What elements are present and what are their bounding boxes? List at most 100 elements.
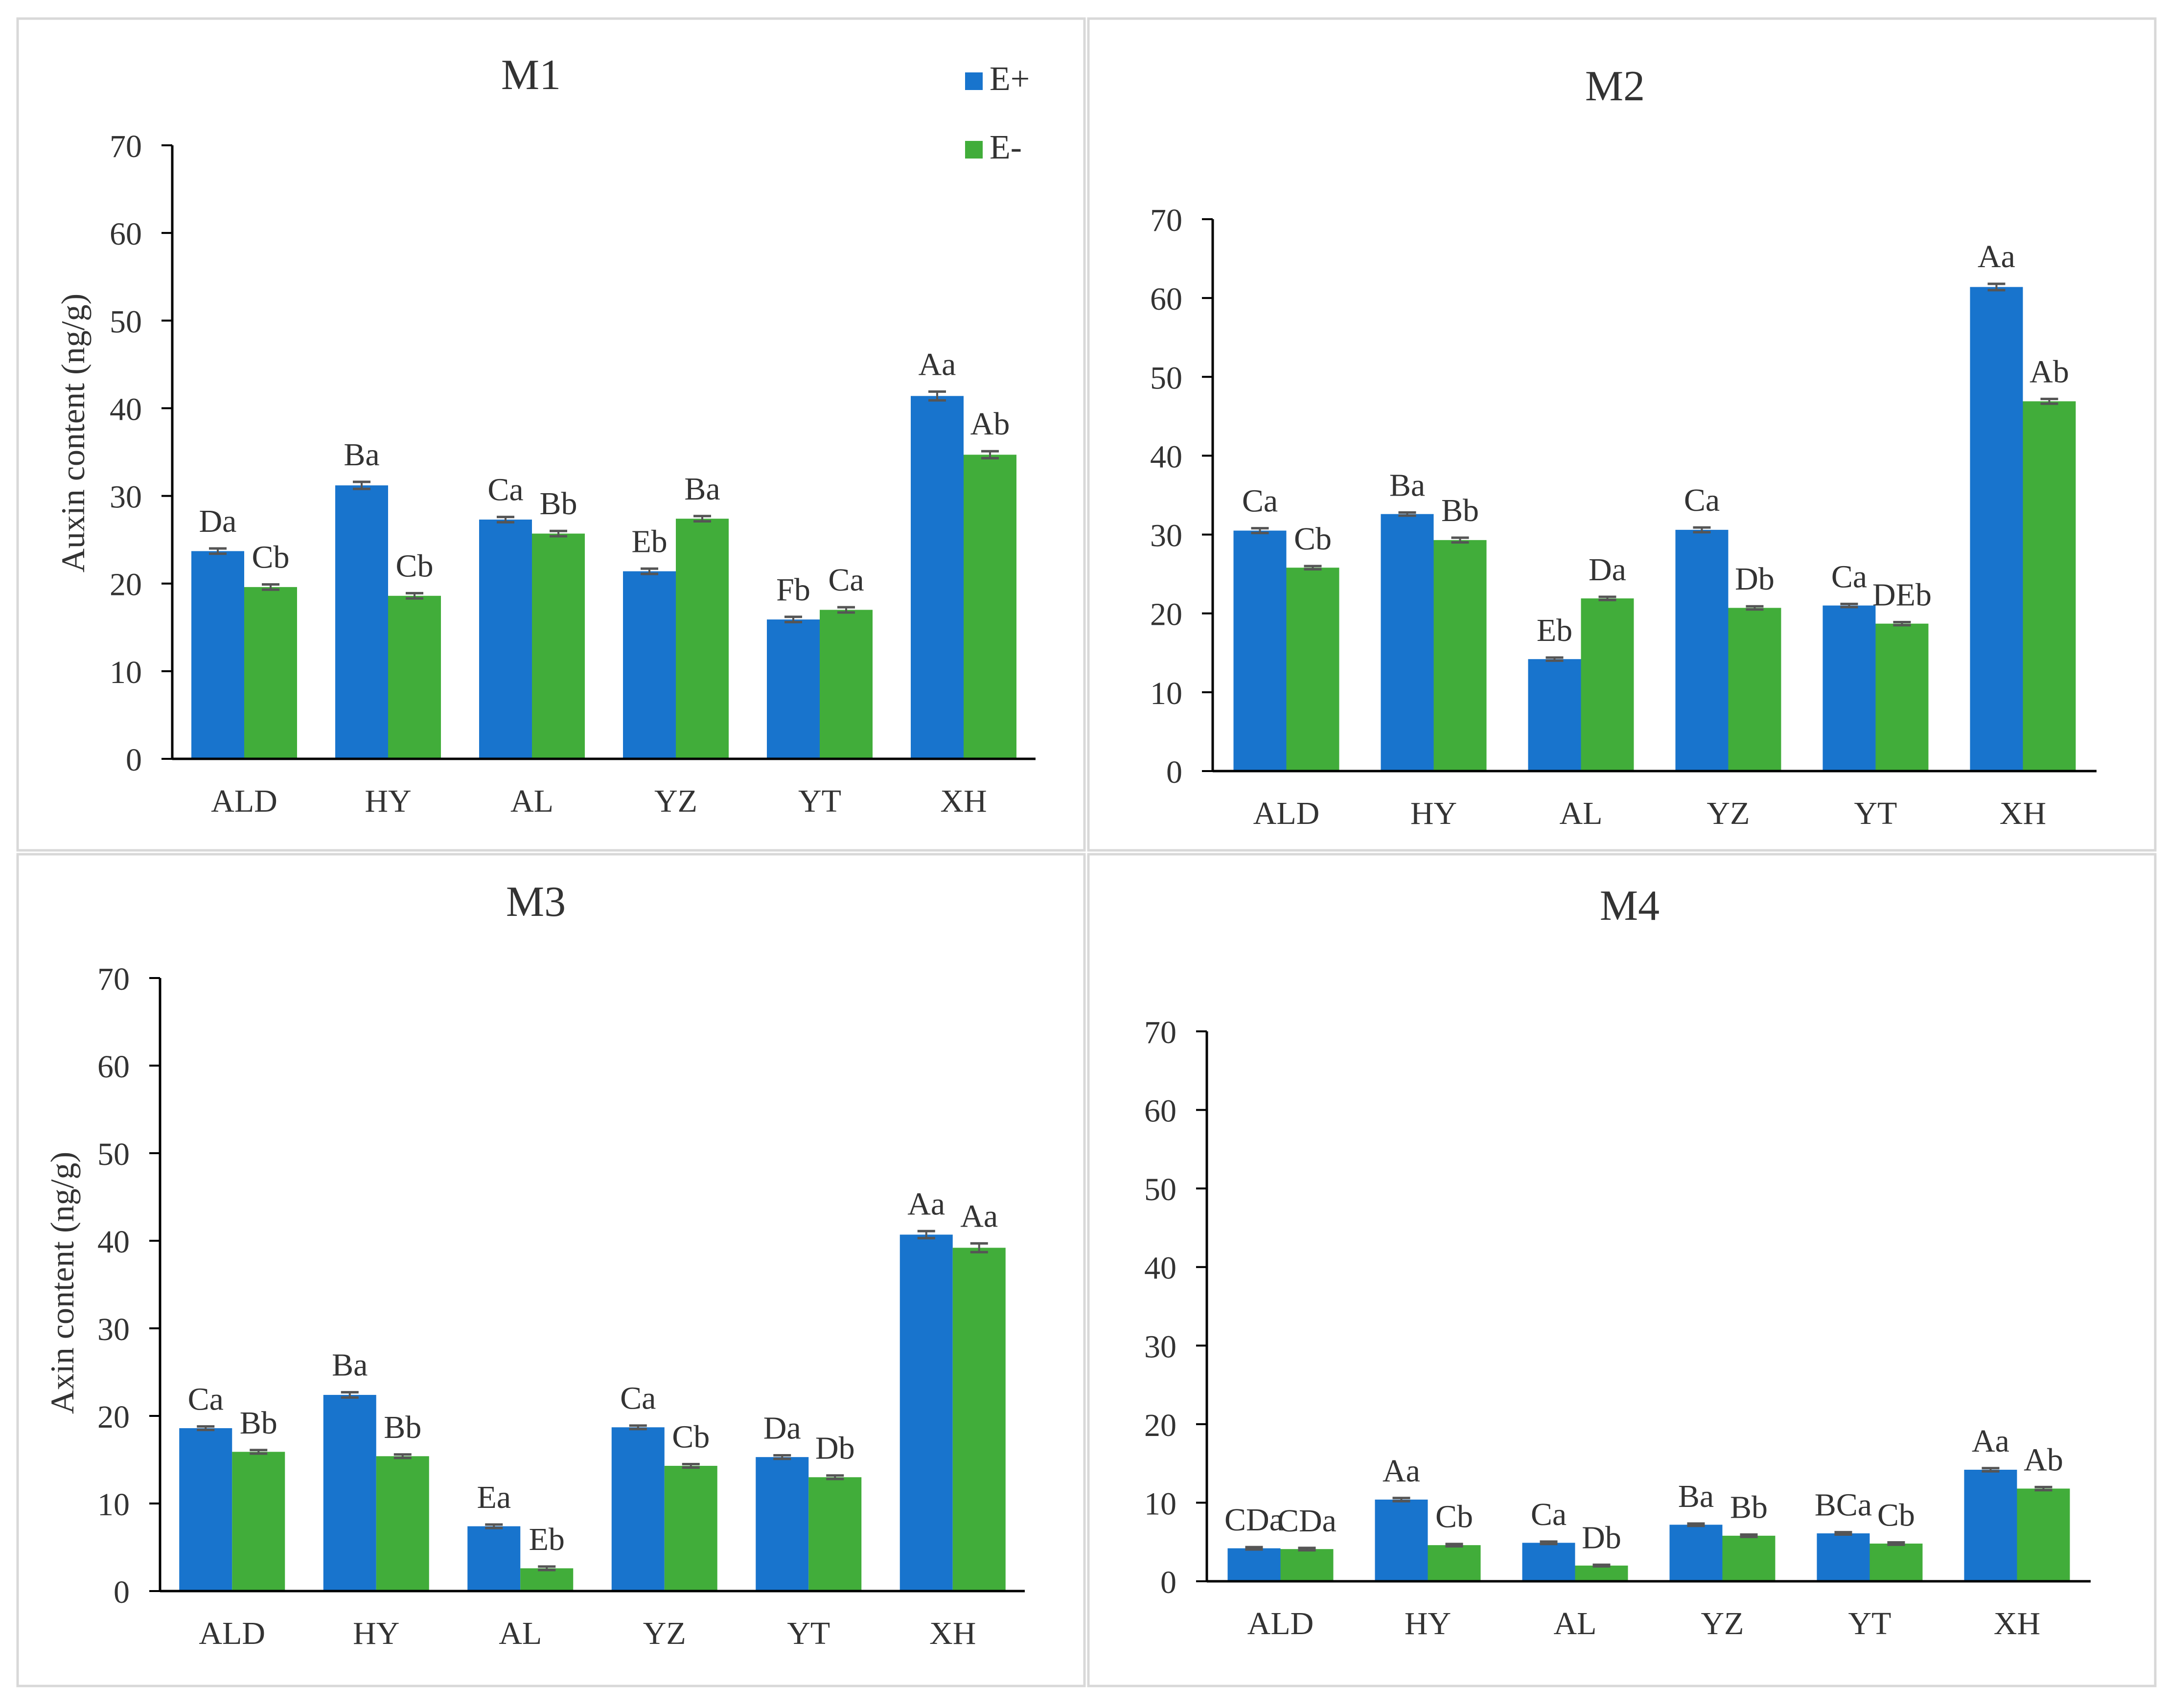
x-tick-label: XH	[2000, 796, 2046, 831]
x-tick-label: HY	[365, 783, 411, 819]
error-bar	[406, 592, 423, 600]
error-bar	[1840, 602, 1858, 609]
significance-label: Aa	[960, 1198, 998, 1234]
y-tick-label: 70	[1144, 1015, 1176, 1050]
error-bar	[1740, 1533, 1758, 1538]
significance-label: Ab	[2029, 354, 2069, 389]
error-bar	[1545, 656, 1564, 662]
x-tick-label: YZ	[654, 783, 697, 819]
significance-label: Ab	[970, 406, 1010, 442]
panel-title: M1	[501, 51, 561, 99]
y-tick-label: 0	[1160, 1565, 1176, 1600]
significance-label: Ca	[828, 562, 864, 598]
x-tick-label: ALD	[1253, 796, 1320, 831]
bar-e-plus-ald	[1227, 1548, 1281, 1581]
panel-title: M2	[1585, 63, 1645, 110]
bar-e-plus-al	[467, 1526, 521, 1591]
bar-e-plus-xh	[899, 1234, 953, 1591]
significance-label: Ba	[344, 437, 379, 473]
legend-label-e-plus: E+	[990, 60, 1030, 98]
significance-label: Aa	[907, 1186, 945, 1222]
error-bar	[693, 515, 711, 523]
bar-e-minus-al	[520, 1568, 574, 1591]
y-axis-label: Axin content (ng/g)	[44, 1152, 81, 1414]
error-bar	[1887, 1541, 1905, 1546]
x-tick-label: YZ	[1701, 1606, 1744, 1641]
bar-e-minus-ald	[1286, 568, 1339, 771]
significance-label: DEb	[1872, 577, 1932, 613]
y-tick-label: 50	[1144, 1172, 1176, 1207]
significance-label: Ba	[1678, 1479, 1714, 1514]
significance-label: Ca	[487, 472, 523, 508]
y-tick-label: 70	[1150, 203, 1182, 238]
panel-m3: M3 Axin content (ng/g) 0 10 20 30 40 50 60 70 C…	[16, 853, 1086, 1687]
bar-e-plus-yt	[756, 1457, 809, 1591]
panel-border	[1087, 17, 2157, 852]
error-bar	[2040, 397, 2058, 405]
bars: Da Cb Ba Cb Ca Bb Eb Ba Fb Ca Aa Ab	[191, 346, 1016, 759]
y-tick-label: 60	[110, 216, 142, 252]
significance-label: Cb	[1435, 1499, 1473, 1535]
bar-e-minus-yz	[664, 1466, 717, 1591]
y-tick-label: 20	[110, 567, 142, 603]
y-tick-label: 70	[97, 961, 130, 997]
y-axis-label: Auxin content (ng/g)	[54, 294, 92, 572]
bar-e-minus-ald	[1280, 1549, 1334, 1581]
bar-e-minus-hy	[388, 595, 441, 759]
error-bar	[1592, 1563, 1611, 1568]
legend: E+ E-	[965, 60, 1030, 166]
x-tick-label: AL	[1554, 1606, 1597, 1641]
significance-label: Cb	[1877, 1498, 1915, 1533]
significance-label: Bb	[1730, 1489, 1768, 1525]
significance-label: Ba	[1389, 467, 1425, 503]
bar-e-minus-yt	[808, 1477, 862, 1591]
x-tick-label: YT	[798, 783, 841, 819]
error-bar	[1834, 1531, 1852, 1536]
bar-e-plus-al	[1522, 1543, 1575, 1581]
y-tick-label: 30	[110, 479, 142, 515]
significance-label: Ba	[332, 1347, 368, 1383]
significance-label: Ba	[684, 471, 720, 507]
bar-e-minus-hy	[376, 1456, 429, 1591]
y-axis-ticks: 0 10 20 30 40 50 60 70	[97, 961, 160, 1610]
y-tick-label: 10	[97, 1487, 130, 1523]
error-bar	[981, 450, 999, 460]
error-bar	[209, 547, 227, 555]
x-tick-label: XH	[940, 783, 987, 819]
error-bar	[197, 1425, 215, 1432]
error-bar	[1982, 1467, 2000, 1473]
y-tick-label: 20	[97, 1399, 130, 1435]
significance-label: Bb	[1441, 493, 1479, 528]
y-tick-label: 40	[110, 391, 142, 427]
bar-e-plus-yt	[1817, 1533, 1870, 1581]
significance-label: Ca	[188, 1381, 224, 1417]
bar-e-plus-ald	[179, 1428, 232, 1591]
significance-label: Db	[1735, 561, 1775, 597]
bar-e-plus-xh	[911, 396, 964, 759]
error-bar	[1398, 511, 1416, 517]
y-tick-label: 30	[1144, 1329, 1176, 1365]
y-tick-label: 70	[110, 129, 142, 164]
bar-e-plus-yz	[1669, 1525, 1723, 1581]
significance-label: Db	[1582, 1520, 1621, 1555]
significance-label: Ca	[1531, 1497, 1567, 1532]
bar-e-plus-ald	[191, 551, 244, 759]
error-bar	[341, 1391, 359, 1399]
axes: ALD HY AL YZ YT XH	[171, 145, 1036, 819]
panel-border	[16, 853, 1086, 1687]
y-tick-label: 10	[1144, 1486, 1176, 1522]
bar-e-plus-yz	[611, 1427, 665, 1591]
error-bar	[773, 1454, 791, 1460]
significance-label: Eb	[529, 1522, 565, 1557]
bar-e-plus-hy	[323, 1395, 376, 1591]
panel-border	[16, 17, 1086, 852]
significance-label: Aa	[1383, 1453, 1420, 1489]
error-bar	[784, 615, 802, 624]
error-bar	[682, 1462, 700, 1469]
error-bar	[2034, 1485, 2052, 1492]
error-bar	[1451, 536, 1469, 544]
y-tick-label: 50	[97, 1137, 130, 1172]
